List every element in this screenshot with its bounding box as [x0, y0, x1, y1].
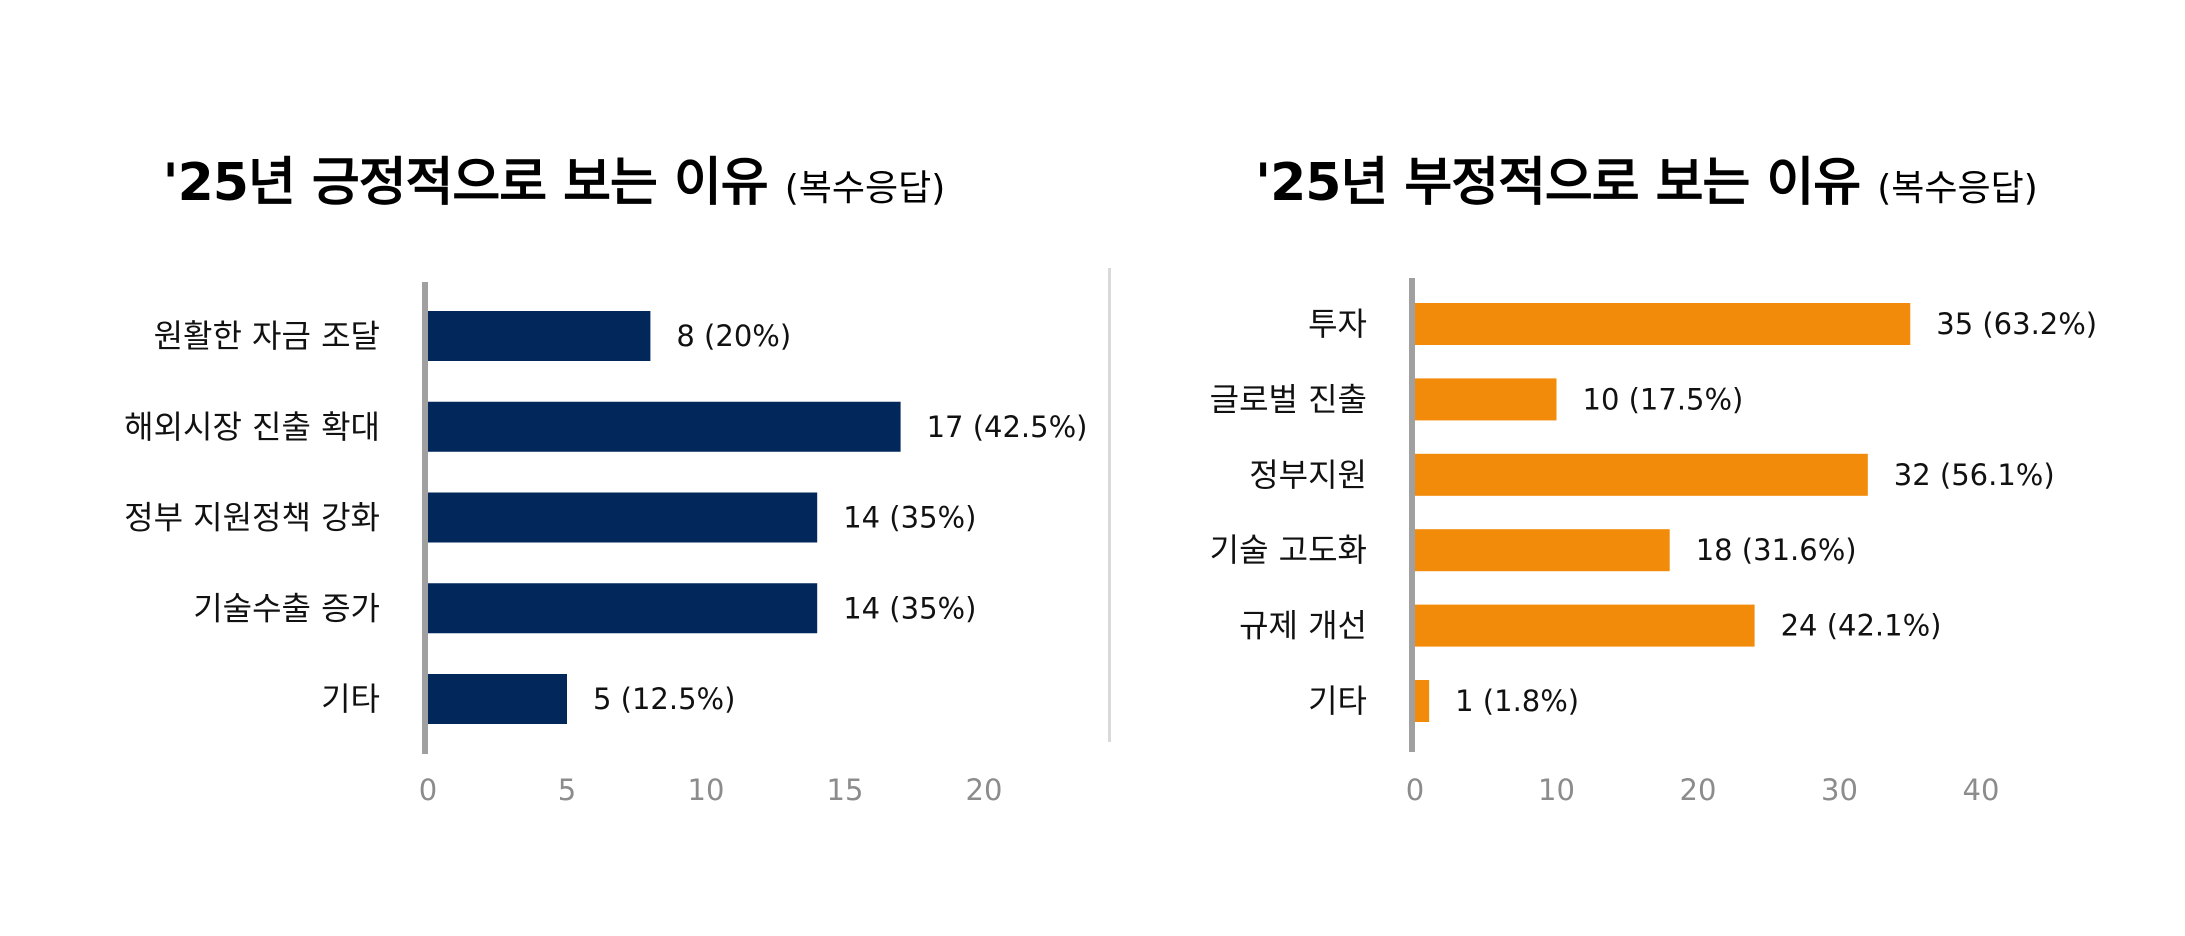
bar [1415, 453, 1868, 496]
data-label: 5 (12.5%) [593, 682, 735, 716]
bar [1415, 303, 1911, 345]
x-tick-label: 30 [1821, 773, 1858, 807]
data-label: 17 (42.5%) [927, 410, 1088, 444]
panel-divider [1108, 268, 1111, 742]
x-tick-label: 10 [688, 773, 725, 807]
category-label: 규제 개선 [1239, 607, 1367, 645]
x-tick-label: 20 [1680, 773, 1717, 807]
category-label: 글로벌 진출 [1210, 380, 1367, 418]
category-label: 원활한 자금 조달 [154, 317, 380, 355]
data-label: 14 (35%) [843, 591, 976, 625]
data-label: 18 (31.6%) [1696, 533, 1857, 567]
chart-title-main: '25년 긍정적으로 보는 이유 [162, 153, 769, 213]
data-label: 1 (1.8%) [1455, 684, 1579, 718]
category-label: 기타 [321, 680, 380, 718]
bar [428, 401, 901, 452]
bar [428, 674, 567, 724]
chart-title: '25년 부정적으로 보는 이유 (복수응답) [1108, 140, 2185, 215]
positive-reasons-chart: 원활한 자금 조달 8 (20%) 해외시장 진출 확대 17 (42.5%) 정부 지… [124, 282, 1088, 807]
category-label: 기타 [1308, 682, 1367, 720]
x-tick-label: 40 [1963, 773, 2000, 807]
category-label: 투자 [1308, 305, 1367, 343]
x-tick-label: 0 [1406, 773, 1424, 807]
x-tick-label: 20 [966, 773, 1003, 807]
bar [428, 492, 818, 543]
data-label: 32 (56.1%) [1894, 458, 2055, 492]
x-tick-label: 15 [827, 773, 864, 807]
data-label: 35 (63.2%) [1936, 307, 2097, 341]
chart-title-main: '25년 부정적으로 보는 이유 [1255, 153, 1861, 213]
data-label: 8 (20%) [676, 319, 791, 353]
chart-subtitle: (복수응답) [784, 168, 946, 209]
chart-subtitle: (복수응답) [1877, 168, 2038, 209]
bar [1415, 378, 1557, 421]
bar [1415, 604, 1755, 647]
bar [428, 311, 651, 361]
x-tick-label: 0 [419, 773, 437, 807]
data-label: 10 (17.5%) [1583, 382, 1744, 416]
y-axis-line [1409, 278, 1415, 752]
y-axis-line [422, 282, 428, 754]
bar [428, 583, 818, 634]
category-label: 정부지원 [1249, 456, 1367, 494]
bar [1415, 680, 1430, 722]
bar [1415, 529, 1670, 572]
chart-title: '25년 긍정적으로 보는 이유 (복수응답) [0, 140, 1108, 215]
category-label: 기술수출 증가 [193, 589, 380, 627]
x-tick-label: 10 [1538, 773, 1575, 807]
negative-reasons-panel: '25년 부정적으로 보는 이유 (복수응답) [1108, 0, 2185, 936]
positive-reasons-panel: '25년 긍정적으로 보는 이유 (복수응답) [0, 140, 1108, 215]
category-label: 정부 지원정책 강화 [124, 499, 380, 537]
data-label: 24 (42.1%) [1781, 609, 1942, 643]
data-label: 14 (35%) [843, 501, 976, 535]
category-label: 기술 고도화 [1210, 531, 1367, 569]
category-label: 해외시장 진출 확대 [124, 408, 380, 446]
x-tick-label: 5 [558, 773, 576, 807]
